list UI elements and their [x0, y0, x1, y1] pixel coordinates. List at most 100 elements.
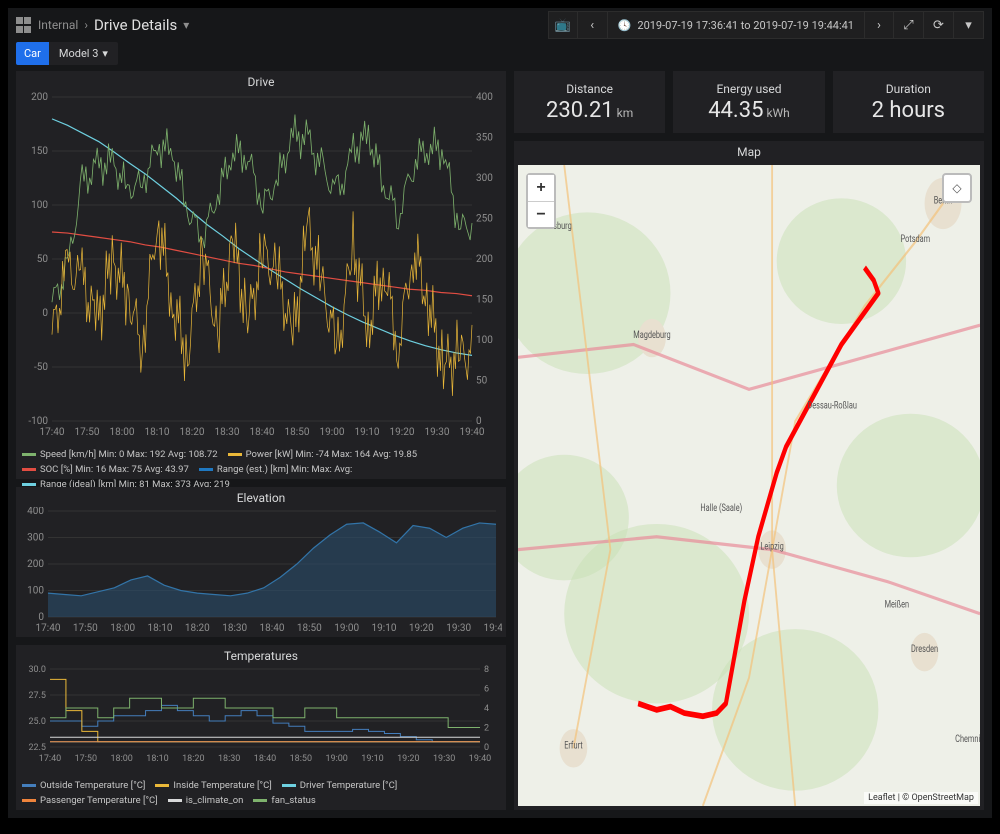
svg-text:17:40: 17:40 — [40, 427, 65, 438]
svg-text:18:40: 18:40 — [254, 754, 276, 764]
svg-text:22.5: 22.5 — [28, 743, 46, 753]
svg-text:19:20: 19:20 — [397, 754, 419, 764]
filter-label-car: Car — [16, 42, 49, 65]
svg-text:19:00: 19:00 — [334, 623, 359, 634]
svg-text:4: 4 — [484, 704, 489, 714]
drive-chart[interactable]: -100-50050100150200050100150200250300350… — [20, 91, 502, 441]
svg-text:18:50: 18:50 — [290, 754, 312, 764]
svg-text:19:10: 19:10 — [355, 427, 380, 438]
svg-text:Dresden: Dresden — [911, 644, 938, 655]
stat-distance: Distance 230.21km — [514, 71, 665, 133]
dashboard-icon[interactable] — [16, 17, 32, 33]
svg-text:18:20: 18:20 — [182, 754, 204, 764]
page-title[interactable]: Drive Details — [94, 16, 177, 34]
elevation-chart[interactable]: 010020030040017:4017:5018:0018:1018:2018… — [20, 507, 502, 635]
time-range-text: 2019-07-19 17:36:41 to 2019-07-19 19:44:… — [637, 19, 854, 32]
svg-text:17:40: 17:40 — [36, 623, 61, 634]
svg-text:6: 6 — [484, 685, 489, 695]
svg-text:200: 200 — [31, 92, 48, 103]
svg-text:18:40: 18:40 — [260, 623, 285, 634]
chevron-down-icon[interactable]: ▾ — [183, 18, 189, 32]
svg-text:150: 150 — [31, 146, 48, 157]
svg-text:17:40: 17:40 — [39, 754, 61, 764]
breadcrumb-parent[interactable]: Internal — [38, 18, 78, 32]
stat-label: Energy used — [716, 82, 781, 96]
svg-text:17:50: 17:50 — [75, 754, 97, 764]
clock-icon: 🕓 — [618, 19, 632, 32]
svg-text:8: 8 — [484, 665, 489, 675]
map-zoom-in[interactable]: + — [528, 175, 554, 201]
svg-text:100: 100 — [31, 200, 48, 211]
svg-text:Magdeburg: Magdeburg — [633, 330, 670, 341]
stat-label: Duration — [886, 82, 931, 96]
svg-text:350: 350 — [476, 133, 493, 144]
svg-text:19:40: 19:40 — [484, 623, 502, 634]
svg-text:18:00: 18:00 — [110, 623, 135, 634]
svg-text:100: 100 — [476, 335, 493, 346]
svg-text:18:20: 18:20 — [185, 623, 210, 634]
svg-text:-100: -100 — [28, 416, 48, 427]
svg-text:18:50: 18:50 — [297, 623, 322, 634]
svg-text:18:00: 18:00 — [110, 754, 132, 764]
svg-text:2: 2 — [484, 724, 489, 734]
map-canvas[interactable]: WolfsburgMagdeburgBerlinPotsdamLeipzigHa… — [518, 165, 980, 806]
svg-text:19:30: 19:30 — [433, 754, 455, 764]
svg-text:18:20: 18:20 — [180, 427, 205, 438]
panel-title-elevation: Elevation — [16, 487, 506, 507]
stat-value: 44.35 — [708, 98, 763, 123]
svg-text:18:50: 18:50 — [285, 427, 310, 438]
stat-value: 230.21 — [546, 98, 614, 123]
svg-text:18:10: 18:10 — [145, 427, 170, 438]
time-range-picker[interactable]: 🕓 2019-07-19 17:36:41 to 2019-07-19 19:4… — [608, 11, 864, 39]
svg-text:0: 0 — [476, 416, 482, 427]
time-back-icon[interactable]: ‹ — [578, 11, 608, 39]
filter-value-car[interactable]: Model 3 ▾ — [49, 42, 118, 65]
legend-temps: Outside Temperature [°C]Inside Temperatu… — [16, 776, 506, 810]
filter-value-text: Model 3 — [59, 47, 99, 60]
breadcrumb-sep: › — [84, 18, 88, 32]
svg-text:0: 0 — [38, 612, 44, 623]
panel-elevation: Elevation 010020030040017:4017:5018:0018… — [16, 487, 506, 637]
map-layers-icon[interactable]: ◇ — [942, 173, 972, 203]
map-attribution: Leaflet | © OpenStreetMap — [864, 792, 978, 804]
stat-unit: km — [617, 106, 634, 120]
svg-text:Potsdam: Potsdam — [900, 234, 930, 245]
map-zoom-out[interactable]: − — [528, 201, 554, 227]
stat-duration: Duration 2 hours — [833, 71, 984, 133]
chevron-down-icon: ▾ — [102, 47, 108, 60]
svg-text:18:30: 18:30 — [218, 754, 240, 764]
svg-text:-50: -50 — [34, 362, 48, 373]
svg-text:100: 100 — [27, 586, 44, 597]
svg-text:17:50: 17:50 — [73, 623, 98, 634]
refresh-menu-icon[interactable]: ▾ — [954, 11, 984, 39]
svg-text:19:30: 19:30 — [446, 623, 471, 634]
zoom-out-icon[interactable]: ⤢ — [894, 11, 924, 39]
stat-value: 2 hours — [872, 98, 945, 123]
svg-text:27.5: 27.5 — [28, 691, 46, 701]
svg-text:18:00: 18:00 — [110, 427, 135, 438]
svg-text:0: 0 — [484, 743, 489, 753]
svg-text:200: 200 — [27, 559, 44, 570]
svg-text:400: 400 — [476, 92, 493, 103]
temperatures-chart[interactable]: 22.525.027.530.00246817:4017:5018:0018:1… — [20, 665, 502, 765]
svg-text:Leipzig: Leipzig — [760, 542, 783, 553]
time-fwd-icon[interactable]: › — [864, 11, 894, 39]
svg-text:50: 50 — [37, 254, 49, 265]
svg-text:Halle (Saale): Halle (Saale) — [700, 502, 742, 515]
svg-text:150: 150 — [476, 295, 493, 306]
svg-text:18:30: 18:30 — [215, 427, 240, 438]
stat-label: Distance — [566, 82, 613, 96]
map-zoom-controls: + − — [526, 173, 556, 229]
cycle-view-icon[interactable]: 📺 — [548, 11, 578, 39]
svg-text:19:10: 19:10 — [361, 754, 383, 764]
svg-text:Erfurt: Erfurt — [564, 740, 583, 751]
panel-title-map: Map — [514, 141, 984, 161]
stat-unit: kWh — [766, 106, 789, 120]
svg-text:19:30: 19:30 — [425, 427, 450, 438]
svg-text:Meißen: Meißen — [885, 599, 910, 610]
svg-text:Chemnitz: Chemnitz — [955, 734, 980, 745]
refresh-icon[interactable]: ⟳ — [924, 11, 954, 39]
svg-text:30.0: 30.0 — [28, 665, 46, 675]
svg-text:17:50: 17:50 — [75, 427, 100, 438]
svg-text:19:10: 19:10 — [372, 623, 397, 634]
